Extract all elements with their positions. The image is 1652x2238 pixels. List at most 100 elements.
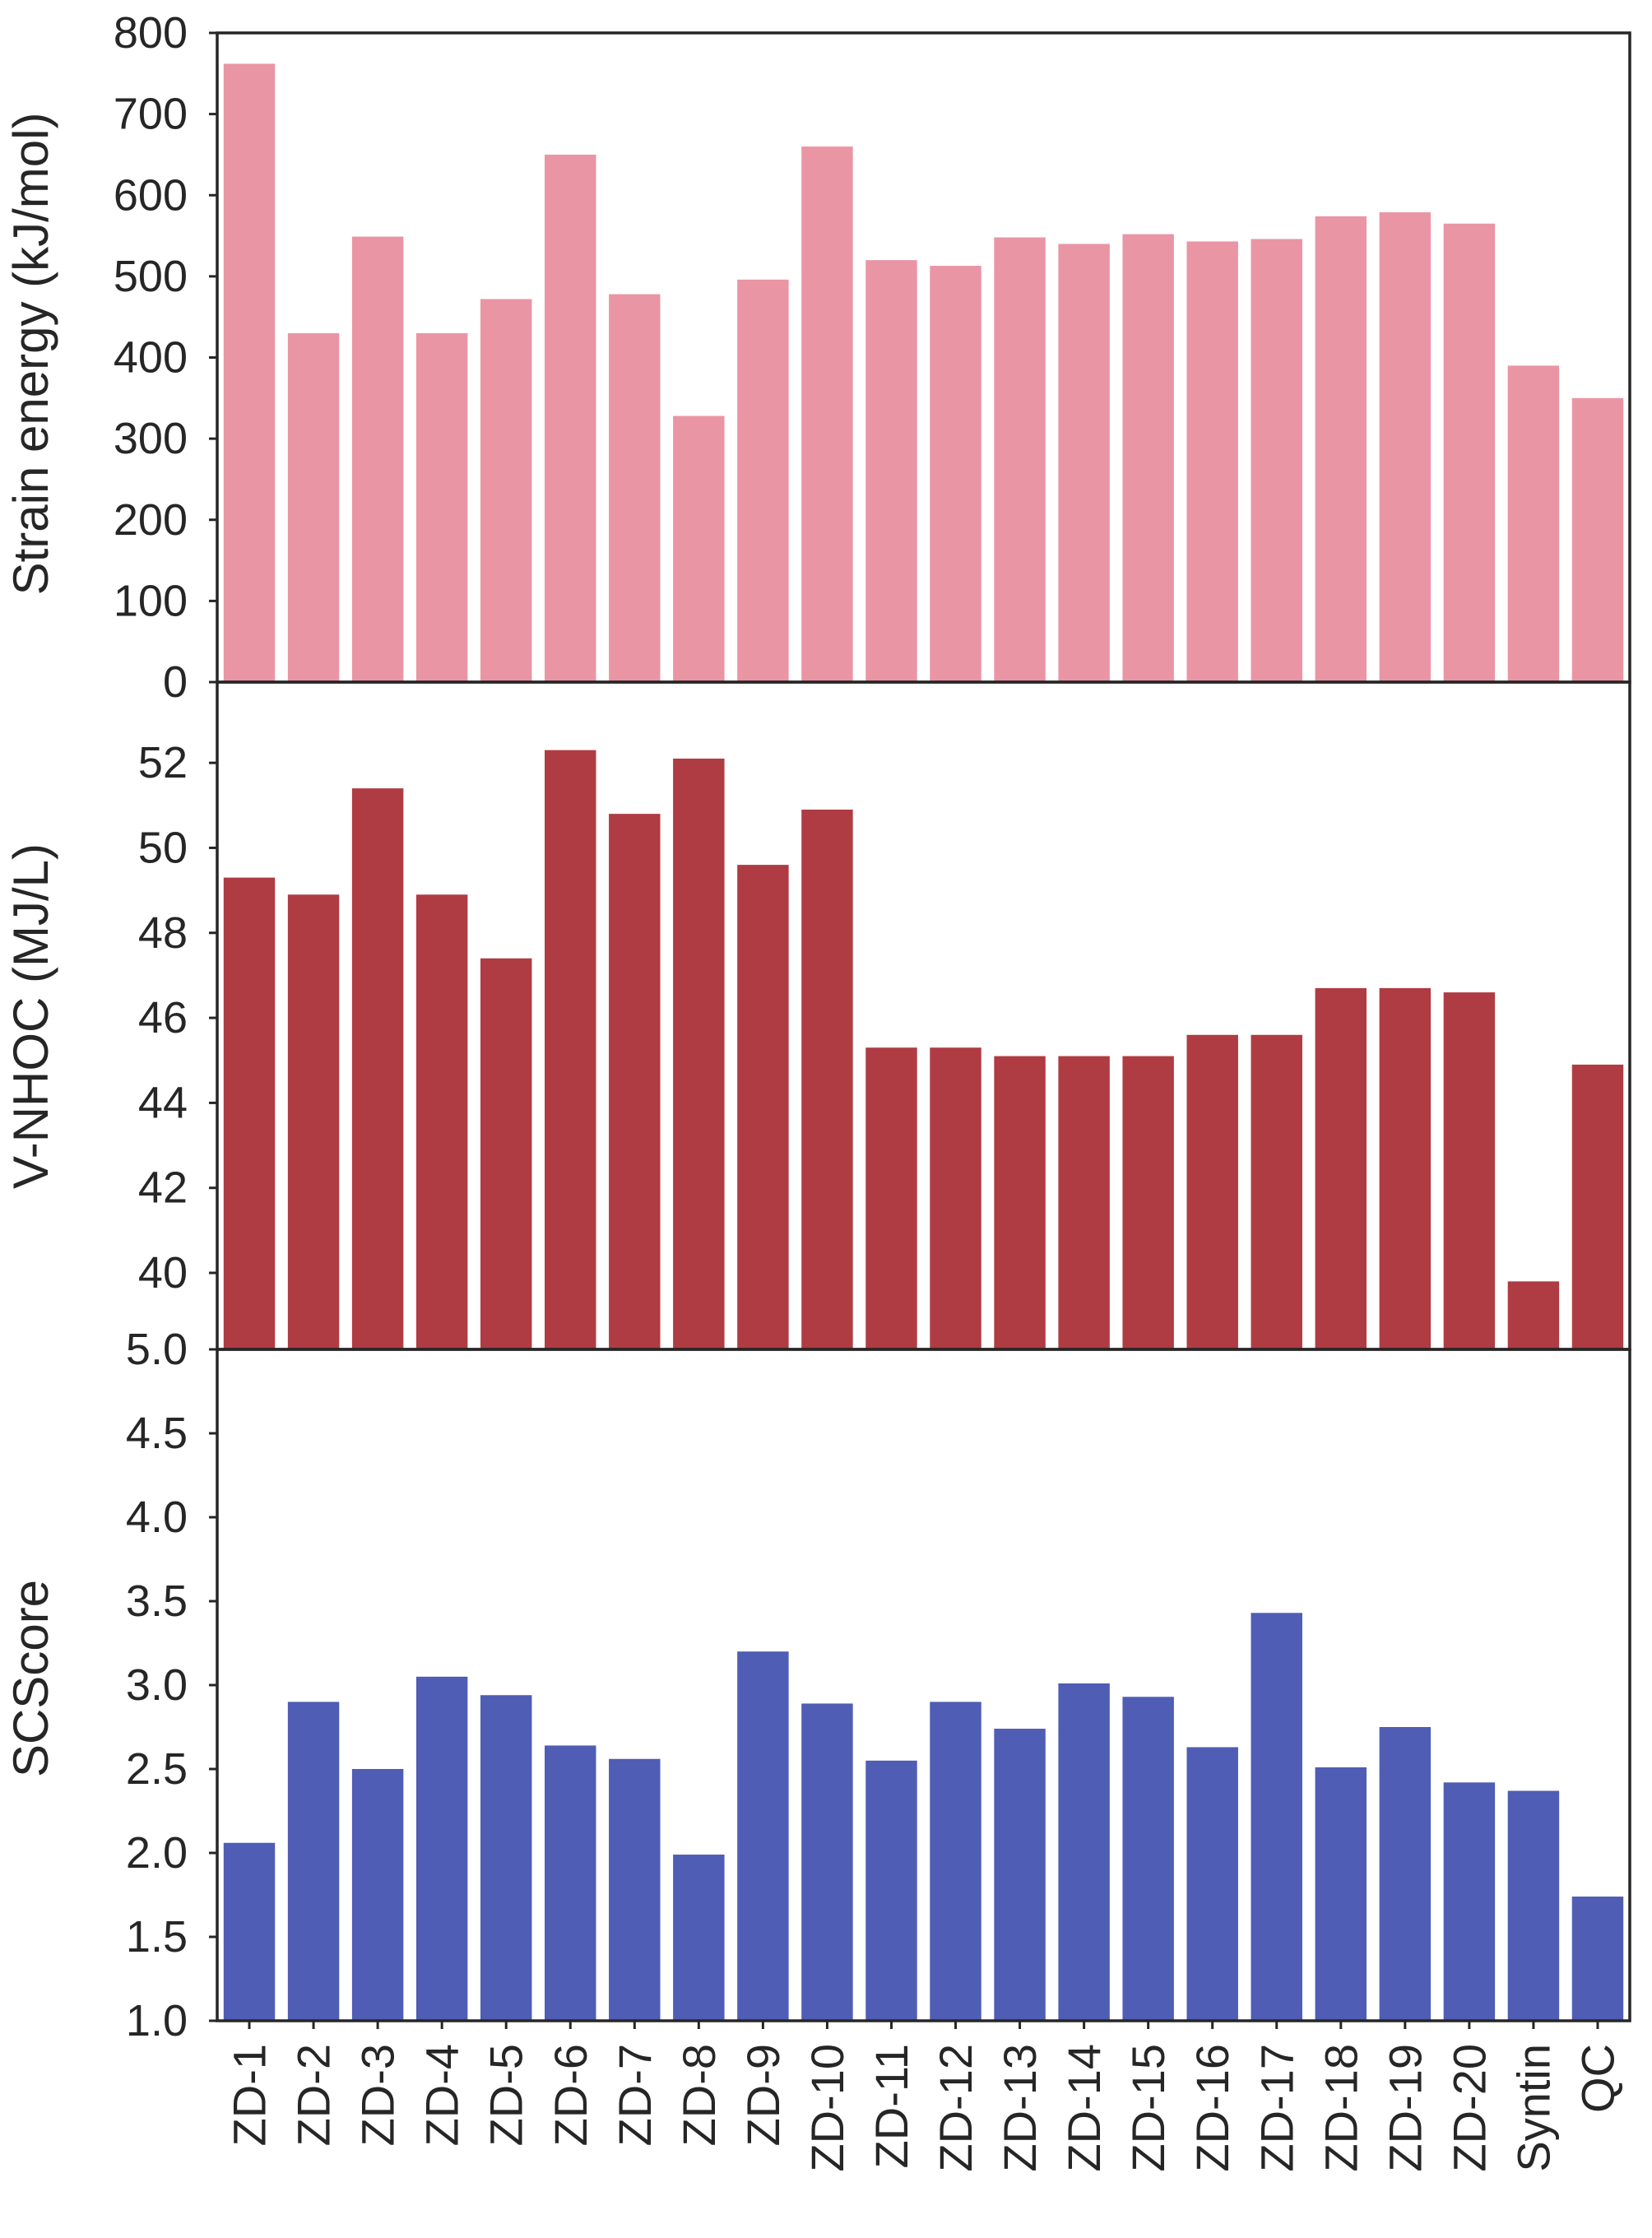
v-nhoc-ytick-label: 50 xyxy=(138,823,188,872)
v-nhoc-bar-zd-12 xyxy=(930,1047,981,1349)
strain-energy-bar-zd-15 xyxy=(1122,234,1174,683)
xtick-label-zd-4: ZD-4 xyxy=(416,2044,468,2146)
xtick-label-zd-8: ZD-8 xyxy=(673,2044,725,2146)
strain-energy-bar-zd-1 xyxy=(223,63,276,683)
xtick-label-zd-2: ZD-2 xyxy=(288,2044,340,2146)
strain-energy-ytick-label: 100 xyxy=(114,576,188,625)
scscore-ytick-label: 4.0 xyxy=(126,1493,188,1542)
scscore-panel: 1.0 1.5 2.0 2.5 3.0 3.5 4.0 4.5 5.0 SCScore xyxy=(3,1325,1631,2045)
scscore-bar-zd-7 xyxy=(609,1758,661,2021)
strain-energy-bar-zd-3 xyxy=(351,236,404,682)
scscore-bar-zd-6 xyxy=(545,1745,596,2021)
strain-energy-bar-zd-16 xyxy=(1186,241,1238,683)
scscore-bar-syntin xyxy=(1507,1790,1560,2021)
strain-energy-ytick-label: 700 xyxy=(114,90,188,139)
strain-energy-ytick-label: 300 xyxy=(114,414,188,463)
xtick-label-zd-9: ZD-9 xyxy=(737,2044,789,2146)
xtick-label-zd-3: ZD-3 xyxy=(352,2044,404,2146)
v-nhoc-bar-zd-7 xyxy=(609,814,661,1349)
scscore-ytick-label: 3.0 xyxy=(126,1660,188,1710)
xtick-label-qc: QC xyxy=(1571,2044,1623,2113)
xtick-label-zd-5: ZD-5 xyxy=(480,2044,532,2146)
scscore-bar-zd-1 xyxy=(223,1842,276,2021)
xtick-label-zd-10: ZD-10 xyxy=(801,2044,853,2172)
strain-energy-bar-zd-4 xyxy=(415,332,468,682)
scscore-bar-zd-4 xyxy=(415,1676,468,2021)
v-nhoc-bar-zd-2 xyxy=(287,894,340,1349)
strain-energy-bar-zd-13 xyxy=(994,237,1046,682)
v-nhoc-bar-zd-10 xyxy=(801,809,853,1349)
strain-energy-ytick-label: 500 xyxy=(114,252,188,301)
v-nhoc-bar-zd-20 xyxy=(1443,992,1496,1349)
strain-energy-bar-zd-9 xyxy=(737,279,789,682)
strain-energy-panel: 0 100 200 300 400 500 600 700 800 Strain energy (… xyxy=(3,8,1631,707)
xtick-label-zd-15: ZD-15 xyxy=(1122,2044,1174,2172)
strain-energy-bar-zd-14 xyxy=(1058,244,1110,682)
scscore-bar-qc xyxy=(1571,1897,1624,2021)
v-nhoc-bar-zd-4 xyxy=(415,894,468,1349)
scscore-ytick-label: 5.0 xyxy=(126,1325,188,1374)
strain-energy-bar-zd-7 xyxy=(609,294,661,682)
scscore-bar-zd-11 xyxy=(865,1760,917,2021)
scscore-bar-zd-15 xyxy=(1122,1697,1174,2021)
strain-energy-bar-zd-10 xyxy=(801,146,853,682)
scscore-bar-zd-9 xyxy=(737,1651,789,2021)
v-nhoc-bar-zd-17 xyxy=(1251,1034,1302,1349)
x-axis-category-labels: ZD-1 ZD-2 ZD-3 ZD-4 ZD-5 ZD-6 ZD-7 ZD-8 ZD-9 ZD-1… xyxy=(224,2021,1623,2172)
v-nhoc-ytick-label: 52 xyxy=(138,738,188,787)
scscore-bar-zd-8 xyxy=(673,1855,725,2021)
strain-energy-bar-zd-12 xyxy=(930,266,981,682)
v-nhoc-panel: 40 42 44 46 48 50 52 V-NHOC (MJ/L) xyxy=(3,680,1631,1351)
v-nhoc-bar-zd-16 xyxy=(1186,1034,1238,1349)
v-nhoc-ytick-label: 48 xyxy=(138,908,188,958)
scscore-bar-zd-17 xyxy=(1251,1613,1302,2021)
scscore-ytick-label: 2.5 xyxy=(126,1744,188,1794)
xtick-label-syntin: Syntin xyxy=(1507,2044,1559,2172)
strain-energy-bar-zd-8 xyxy=(673,416,725,682)
v-nhoc-bar-zd-14 xyxy=(1058,1056,1110,1349)
scscore-ytick-label: 2.0 xyxy=(126,1828,188,1878)
v-nhoc-ylabel: V-NHOC (MJ/L) xyxy=(3,843,58,1189)
v-nhoc-ytick-label: 46 xyxy=(138,993,188,1042)
strain-energy-bar-zd-18 xyxy=(1315,216,1367,682)
scscore-bar-zd-20 xyxy=(1443,1782,1496,2021)
v-nhoc-bar-zd-11 xyxy=(865,1047,917,1349)
v-nhoc-ytick-label: 42 xyxy=(138,1163,188,1213)
v-nhoc-bar-zd-3 xyxy=(351,788,404,1349)
v-nhoc-bar-zd-15 xyxy=(1122,1056,1174,1349)
strain-energy-bar-zd-20 xyxy=(1443,223,1496,682)
strain-energy-bar-zd-2 xyxy=(287,332,340,682)
xtick-label-zd-12: ZD-12 xyxy=(930,2044,981,2172)
strain-energy-bar-zd-17 xyxy=(1251,239,1302,682)
xtick-label-zd-20: ZD-20 xyxy=(1443,2044,1495,2172)
v-nhoc-bar-zd-5 xyxy=(480,958,532,1349)
xtick-label-zd-19: ZD-19 xyxy=(1379,2044,1431,2172)
scscore-ylabel: SCScore xyxy=(3,1580,58,1777)
scscore-bar-zd-19 xyxy=(1379,1727,1432,2021)
strain-energy-ytick-label: 200 xyxy=(114,495,188,545)
strain-energy-ytick-label: 800 xyxy=(114,8,188,58)
scscore-ytick-label: 1.0 xyxy=(126,1996,188,2045)
strain-energy-bar-zd-19 xyxy=(1379,211,1432,683)
strain-energy-bar-zd-6 xyxy=(545,154,596,682)
scscore-ytick-label: 4.5 xyxy=(126,1409,188,1458)
scscore-bar-zd-14 xyxy=(1058,1683,1110,2021)
v-nhoc-bar-qc xyxy=(1571,1064,1624,1349)
xtick-label-zd-11: ZD-11 xyxy=(865,2044,917,2168)
scscore-ytick-label: 3.5 xyxy=(126,1576,188,1626)
strain-energy-ytick-label: 400 xyxy=(114,333,188,383)
scscore-bar-zd-3 xyxy=(351,1769,404,2021)
xtick-label-zd-17: ZD-17 xyxy=(1251,2044,1302,2172)
v-nhoc-bar-zd-1 xyxy=(223,877,276,1349)
xtick-label-zd-1: ZD-1 xyxy=(224,2044,276,2146)
strain-energy-bar-zd-5 xyxy=(480,299,532,682)
v-nhoc-bar-zd-18 xyxy=(1315,987,1367,1349)
scscore-frame xyxy=(216,1348,1631,2022)
scscore-bar-zd-13 xyxy=(994,1729,1046,2021)
strain-energy-bar-syntin xyxy=(1507,365,1560,682)
xtick-label-zd-18: ZD-18 xyxy=(1315,2044,1367,2172)
xtick-label-zd-14: ZD-14 xyxy=(1058,2044,1110,2172)
strain-energy-ylabel: Strain energy (kJ/mol) xyxy=(3,113,58,596)
strain-energy-ytick-label: 600 xyxy=(114,170,188,220)
